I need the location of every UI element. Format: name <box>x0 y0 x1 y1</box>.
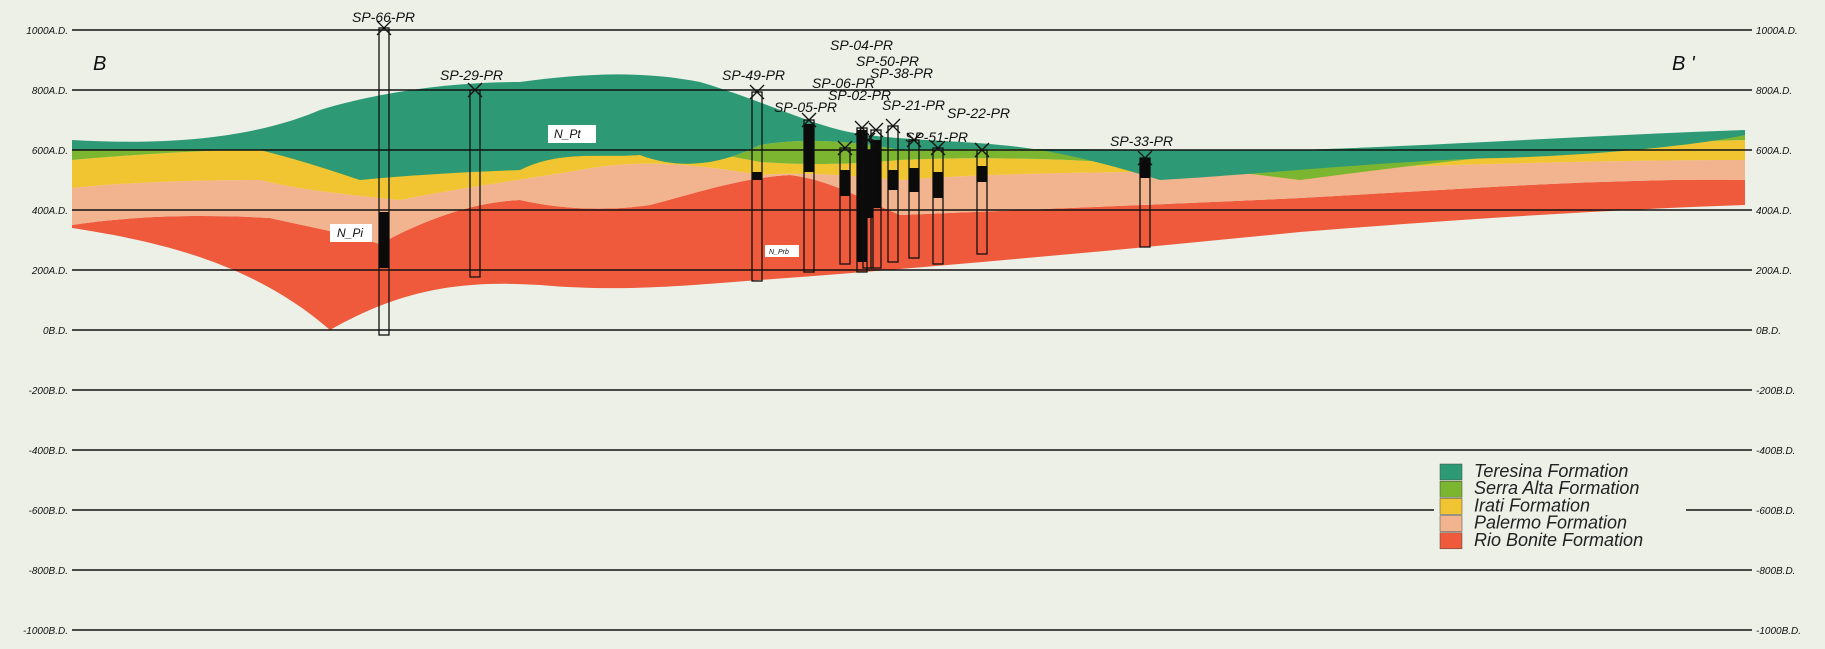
section-start-label: B <box>93 53 106 75</box>
section-end-label: B ' <box>1672 53 1696 75</box>
elevation-label-left: -200B.D. <box>29 386 68 397</box>
elevation-label-right: 400A.D. <box>1756 206 1792 217</box>
well-head-marker <box>749 84 765 100</box>
well: SP-51-PR <box>905 129 968 265</box>
legend-swatch <box>1439 480 1463 498</box>
formation-tags: N_Pt N_Pi N_Prb <box>330 125 799 257</box>
well-head-marker <box>885 118 901 134</box>
elevation-label-left: 0B.D. <box>43 326 68 337</box>
well-core-interval <box>863 150 873 218</box>
well-label: SP-50-PR <box>856 53 919 69</box>
well-core-interval <box>977 166 987 182</box>
elevation-label-right: 800A.D. <box>1756 86 1792 97</box>
elevation-label-right: 200A.D. <box>1755 266 1792 277</box>
well-head-marker <box>974 142 990 158</box>
well: SP-29-PR <box>440 67 503 278</box>
elevation-label-right: 0B.D. <box>1756 326 1781 337</box>
well: SP-33-PR <box>1110 133 1173 248</box>
legend-box <box>1434 458 1686 554</box>
legend-label: Irati Formation <box>1474 495 1590 515</box>
well-core-interval <box>909 168 919 192</box>
well-label: SP-02-PR <box>828 87 891 103</box>
well-label: SP-06-PR <box>812 75 875 91</box>
legend-swatch <box>1439 498 1463 515</box>
well-head-marker <box>837 140 853 156</box>
legend-label: Teresina Formation <box>1474 461 1628 481</box>
well-head-marker <box>467 82 483 98</box>
well-head-marker <box>868 122 884 138</box>
elevation-label-right: 600A.D. <box>1756 146 1792 157</box>
rio-bonito-tag-box <box>765 245 799 257</box>
teresina-layer <box>72 74 1745 180</box>
well-label: SP-51-PR <box>905 129 968 145</box>
elevation-label-left: 200A.D. <box>31 266 68 277</box>
well-head-marker <box>801 112 817 128</box>
elevation-label-left: -800B.D. <box>29 566 68 577</box>
wells: SP-66-PR SP-29-PR SP-49-PR SP-05-PR SP-06-PR… <box>352 9 1173 336</box>
well-core-interval <box>871 140 881 208</box>
well-label: SP-33-PR <box>1110 133 1173 149</box>
legend-swatch <box>1439 515 1463 532</box>
elevation-label-left: -400B.D. <box>29 446 68 457</box>
elevation-label-right: -200B.D. <box>1756 386 1795 397</box>
legend-swatch <box>1439 532 1463 550</box>
well-label: SP-38-PR <box>870 65 933 81</box>
elevation-grid: 1000A.D. 1000A.D. 800A.D. 800A.D. 600A.D. 600… <box>23 26 1801 637</box>
well-label: SP-04-PR <box>830 37 893 53</box>
well-core-interval <box>379 212 389 268</box>
legend-label: Serra Alta Formation <box>1474 478 1639 498</box>
well: SP-66-PR <box>352 9 415 336</box>
elevation-label-right: -600B.D. <box>1756 506 1795 517</box>
well-core-interval <box>804 124 814 172</box>
elevation-label-right: -1000B.D. <box>1756 626 1801 637</box>
well: SP-02-PR <box>828 87 891 269</box>
well-core-interval <box>840 170 850 196</box>
well: SP-22-PR <box>947 105 1010 255</box>
well-label: SP-66-PR <box>352 9 415 25</box>
well-core-interval <box>857 130 867 262</box>
well-label: SP-49-PR <box>722 67 785 83</box>
well-core-interval <box>1140 158 1150 178</box>
elevation-label-left: -1000B.D. <box>23 626 68 637</box>
well-label: SP-29-PR <box>440 67 503 83</box>
elevation-label-right: -800B.D. <box>1756 566 1795 577</box>
elevation-label-left: -600B.D. <box>29 506 68 517</box>
elevation-label-right: -400B.D. <box>1756 446 1795 457</box>
well-head-marker <box>906 132 922 148</box>
well: SP-38-PR <box>870 65 933 263</box>
well-head-marker <box>854 120 870 136</box>
elevation-label-right: 1000A.D. <box>1756 26 1798 37</box>
well-core-interval <box>888 170 898 190</box>
well: SP-05-PR <box>774 99 837 273</box>
well-head-marker <box>930 140 946 156</box>
rio-bonito-tag: N_Prb <box>769 249 789 256</box>
well-label: SP-05-PR <box>774 99 837 115</box>
elevation-label-left: 600A.D. <box>32 146 68 157</box>
legend-label: Palermo Formation <box>1474 513 1627 533</box>
legend-swatch <box>1439 463 1463 481</box>
well: SP-06-PR <box>812 75 875 265</box>
elevation-label-left: 800A.D. <box>32 86 68 97</box>
teresina-tag-box <box>548 125 596 143</box>
irati-tag: N_Pi <box>337 226 363 240</box>
well-head-marker <box>376 20 392 36</box>
well-core-interval <box>933 172 943 198</box>
legend-label: Rio Bonite Formation <box>1474 530 1643 550</box>
well-head-marker <box>1137 150 1153 166</box>
teresina-tag: N_Pt <box>554 127 581 141</box>
well: SP-49-PR <box>722 67 785 282</box>
well-label: SP-22-PR <box>947 105 1010 121</box>
well-label: SP-21-PR <box>882 97 945 113</box>
elevation-label-left: 1000A.D. <box>26 26 68 37</box>
well-head-marker <box>860 132 876 148</box>
well: SP-21-PR <box>882 97 945 259</box>
well-core-interval <box>752 172 762 180</box>
irati-tag-box <box>330 224 372 242</box>
elevation-label-left: 400A.D. <box>32 206 68 217</box>
